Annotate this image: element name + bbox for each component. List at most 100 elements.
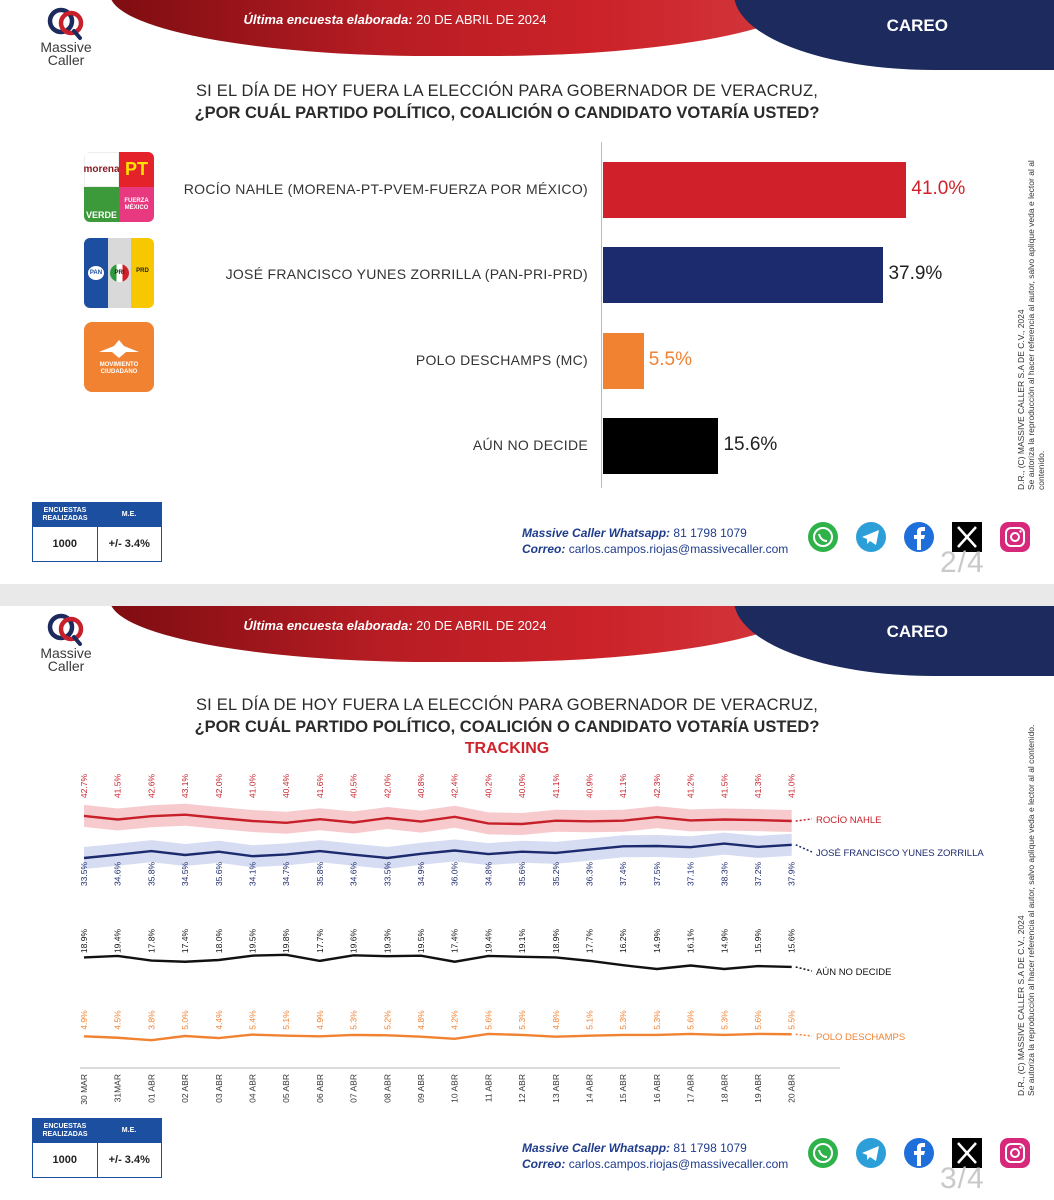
point-label-rocio-nahle: 41.0% <box>248 774 258 799</box>
page-number: 3/4 <box>940 1162 985 1195</box>
point-label-polo-deschamps: 4.8% <box>416 1010 426 1030</box>
x-tick-label: 10 ABR <box>450 1074 460 1103</box>
point-label-aun-no-decide: 16.2% <box>618 929 628 954</box>
band-jose-yunes <box>84 832 792 869</box>
instagram-icon[interactable] <box>998 520 1032 554</box>
point-label-polo-deschamps: 5.3% <box>652 1010 662 1030</box>
point-label-aun-no-decide: 17.7% <box>315 929 325 954</box>
point-label-polo-deschamps: 4.8% <box>551 1010 561 1030</box>
whatsapp-icon[interactable] <box>806 1136 840 1170</box>
header-date: Última encuesta elaborada: 20 DE ABRIL D… <box>243 618 547 633</box>
ft-head-surveys: ENCUESTAS REALIZADAS <box>42 507 88 522</box>
point-label-rocio-nahle: 41.3% <box>753 774 763 799</box>
ft-head-me: M.E. <box>121 511 137 518</box>
leader-rocio-nahle <box>795 818 813 822</box>
series-name-aun-no-decide: AÚN NO DECIDE <box>816 967 891 978</box>
logo-icon <box>47 613 84 646</box>
tracking-title: TRACKING <box>464 740 550 757</box>
point-label-jose-yunes: 34.9% <box>416 862 426 887</box>
x-tick-label: 04 ABR <box>248 1074 258 1103</box>
contact-info: Massive Caller Whatsapp: 81 1798 1079 Co… <box>522 1141 789 1171</box>
point-label-jose-yunes: 36.0% <box>450 862 460 887</box>
whatsapp-number[interactable]: 81 1798 1079 <box>673 1141 747 1155</box>
x-tick-label: 31MAR <box>113 1074 123 1102</box>
x-tick-label: 02 ABR <box>180 1074 190 1103</box>
bar-value-aun-no-decide: 15.6% <box>723 434 778 455</box>
point-label-polo-deschamps: 5.6% <box>483 1010 493 1030</box>
section-title: CAREO <box>886 622 948 641</box>
social-icons <box>806 520 1032 554</box>
bar-label-polo-deschamps: POLO DESCHAMPS (MC) <box>415 352 588 368</box>
header-red-band <box>110 0 810 56</box>
point-label-rocio-nahle: 40.0% <box>517 774 527 799</box>
social-icons <box>806 1136 1032 1170</box>
point-label-jose-yunes: 33.5% <box>382 862 392 887</box>
bar-rocio-nahle <box>603 162 907 218</box>
point-label-polo-deschamps: 5.3% <box>517 1010 527 1030</box>
x-tick-label: 01 ABR <box>146 1074 156 1103</box>
bar-label-rocio-nahle: ROCÍO NAHLE (MORENA-PT-PVEM-FUERZA POR M… <box>183 181 588 197</box>
x-tick-label: 18 ABR <box>719 1074 729 1103</box>
email-link[interactable]: carlos.campos.riojas@massivecaller.com <box>568 542 789 556</box>
section-title: CAREO <box>886 16 948 35</box>
series-name-polo-deschamps: POLO DESCHAMPS <box>816 1032 905 1043</box>
tracking-line-chart: ROCÍO NAHLE 42.7% 41.5% 42.6% 43.1% 42.0% 41.0… <box>79 774 984 1105</box>
point-label-polo-deschamps: 5.1% <box>585 1010 595 1030</box>
survey-question: SI EL DÍA DE HOY FUERA LA ELECCIÓN PARA … <box>194 82 820 122</box>
point-label-rocio-nahle: 42.0% <box>382 774 392 799</box>
ft-me-value: +/- 3.4% <box>108 1154 150 1166</box>
x-tick-label: 11 ABR <box>483 1074 493 1102</box>
point-label-jose-yunes: 35.6% <box>517 862 527 887</box>
line-aun-no-decide <box>83 953 792 971</box>
point-label-jose-yunes: 37.5% <box>652 862 662 887</box>
line-polo-deschamps <box>83 1032 792 1042</box>
point-label-polo-deschamps: 4.9% <box>79 1010 89 1030</box>
x-tick-label: 20 ABR <box>787 1074 797 1103</box>
leader-aun-no-decide <box>795 966 813 972</box>
whatsapp-number[interactable]: 81 1798 1079 <box>673 526 747 540</box>
point-label-aun-no-decide: 17.8% <box>146 929 156 954</box>
survey-stats-table: ENCUESTAS REALIZADAS M.E. 1000 +/- 3.4% <box>32 502 162 562</box>
point-label-aun-no-decide: 19.5% <box>248 929 258 954</box>
leader-polo-deschamps <box>795 1033 813 1037</box>
point-label-rocio-nahle: 43.1% <box>180 774 190 799</box>
point-label-polo-deschamps: 4.2% <box>450 1010 460 1030</box>
point-label-polo-deschamps: 4.4% <box>214 1010 224 1030</box>
massive-caller-logo: Massive Caller <box>26 6 106 74</box>
point-label-rocio-nahle: 40.5% <box>349 774 359 799</box>
point-label-jose-yunes: 38.3% <box>719 862 729 887</box>
survey-stats-table: ENCUESTAS REALIZADAS M.E. 1000 +/- 3.4% <box>32 1118 162 1178</box>
x-tick-label: 30 MAR <box>79 1074 89 1105</box>
ft-me-value: +/- 3.4% <box>108 538 150 550</box>
bar-polo-deschamps <box>603 333 644 389</box>
series-name-jose-yunes: JOSÉ FRANCISCO YUNES ZORRILLA <box>816 848 984 859</box>
point-label-rocio-nahle: 40.4% <box>281 774 291 799</box>
bar-label-aun-no-decide: AÚN NO DECIDE <box>472 437 588 453</box>
x-icon[interactable] <box>950 520 984 554</box>
point-label-jose-yunes: 34.6% <box>349 862 359 887</box>
facebook-icon[interactable] <box>902 1136 936 1170</box>
email-link[interactable]: carlos.campos.riojas@massivecaller.com <box>568 1157 789 1171</box>
x-tick-label: 12 ABR <box>517 1074 527 1103</box>
x-icon[interactable] <box>950 1136 984 1170</box>
ft-surveys-value: 1000 <box>33 527 98 561</box>
slide-tracking-chart: Última encuesta elaborada: 20 DE ABRIL D… <box>0 606 1054 1200</box>
point-label-aun-no-decide: 19.5% <box>416 929 426 954</box>
bar-aun-no-decide <box>603 418 719 474</box>
point-label-aun-no-decide: 15.9% <box>753 929 763 954</box>
point-label-rocio-nahle: 42.6% <box>146 774 156 799</box>
x-tick-label: 09 ABR <box>416 1074 426 1103</box>
point-label-rocio-nahle: 42.4% <box>450 774 460 799</box>
whatsapp-icon[interactable] <box>806 520 840 554</box>
point-label-aun-no-decide: 18.9% <box>551 929 561 954</box>
point-label-jose-yunes: 34.1% <box>248 862 258 887</box>
bar-axis <box>601 142 602 488</box>
facebook-icon[interactable] <box>902 520 936 554</box>
telegram-icon[interactable] <box>854 1136 888 1170</box>
telegram-icon[interactable] <box>854 520 888 554</box>
instagram-icon[interactable] <box>998 1136 1032 1170</box>
point-label-rocio-nahle: 41.0% <box>787 774 797 799</box>
bar-value-polo-deschamps: 5.5% <box>648 349 692 370</box>
point-label-polo-deschamps: 4.5% <box>113 1010 123 1030</box>
x-tick-label: 03 ABR <box>214 1074 224 1103</box>
